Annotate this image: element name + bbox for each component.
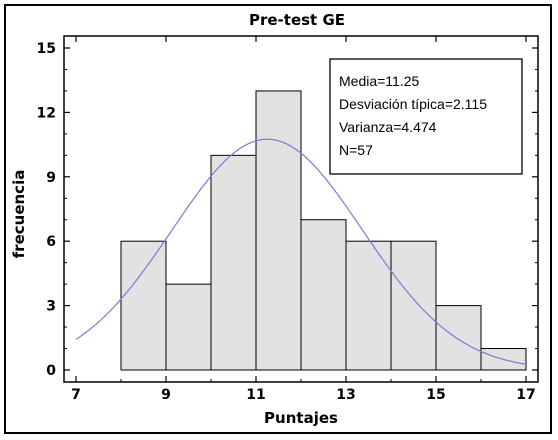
y-tick-label: 3	[46, 299, 56, 315]
y-tick-label: 6	[46, 234, 56, 250]
bars-group	[120, 90, 527, 371]
histogram-bar	[435, 305, 482, 371]
y-tick-label: 9	[46, 170, 56, 186]
x-tick-label: 17	[516, 387, 535, 403]
normal-curve	[75, 138, 527, 365]
histogram-bar	[345, 240, 392, 371]
x-tick-label: 13	[336, 387, 355, 403]
x-tick-label: 7	[71, 387, 81, 403]
histogram-bar	[390, 240, 437, 371]
stats-line: N=57	[339, 142, 373, 158]
stats-box-border	[329, 58, 523, 175]
histogram-bar	[165, 283, 212, 371]
stats-line: Desviación típica=2.115	[339, 96, 487, 112]
stats-line: Media=11.25	[339, 73, 420, 89]
x-axis-label: Puntajes	[264, 409, 338, 427]
y-tick-label: 12	[37, 105, 56, 121]
y-axis-label: frecuencia	[10, 170, 28, 259]
x-tick-label: 11	[246, 387, 265, 403]
stats-line: Varianza=4.474	[339, 119, 437, 135]
histogram-bar	[210, 154, 257, 371]
histogram-bar	[255, 90, 302, 371]
stats-box: Media=11.25 Desviación típica=2.115 Varian…	[329, 58, 523, 175]
x-tick-label: 15	[426, 387, 445, 403]
y-tick-label: 15	[37, 41, 56, 57]
histogram-bar	[300, 219, 347, 371]
chart-title: Pre-test GE	[249, 11, 345, 29]
histogram-bar	[120, 240, 167, 371]
y-tick-label: 0	[46, 363, 56, 379]
axes-group: 7 9 11 13 15 17 0 3 6 9 12 15	[37, 36, 538, 403]
x-tick-label: 9	[161, 387, 171, 403]
